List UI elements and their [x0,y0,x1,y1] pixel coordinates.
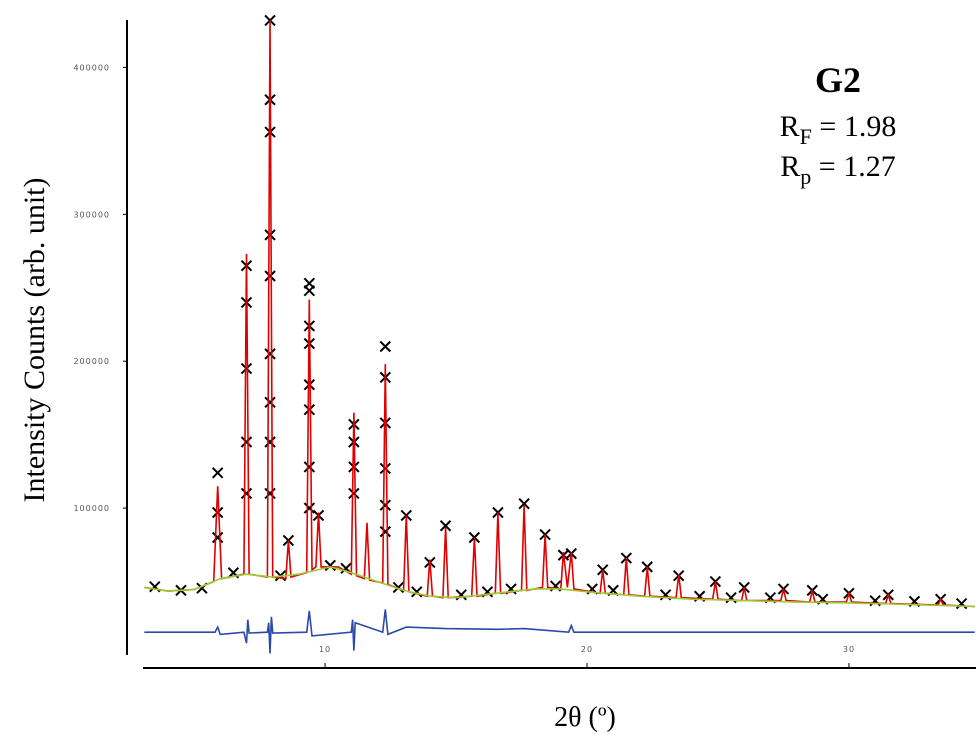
observed-point [264,229,276,241]
observed-point [348,461,360,473]
observed-point [264,348,276,360]
observed-point [955,597,968,610]
y-tick-label: 300000 [73,210,110,219]
x-tick-label: 20 [581,645,593,654]
stat-value: = 1.98 [812,110,896,143]
observed-point [264,396,276,409]
y-tick-label: 400000 [73,63,110,72]
stat-subscript: F [800,124,812,149]
observed-point [264,487,276,500]
observed-point [303,502,316,514]
stat-value: = 1.27 [811,150,895,183]
observed-point [264,436,276,448]
observed-point [303,379,316,391]
stat-subscript: p [800,164,811,189]
x-tick-label: 30 [843,645,855,654]
x-axis-label: 2θ (º) [554,702,616,733]
y-tick-label: 100000 [73,504,110,513]
observed-point [303,403,316,416]
x-tick-label: 10 [319,645,331,654]
observed-point [348,487,360,500]
stat-symbol: R [780,150,800,183]
observed-point [303,284,316,297]
stat-line: Rp = 1.27 [780,150,895,189]
series-line [144,20,975,608]
observed-point [379,462,392,475]
observed-point [725,592,737,604]
observed-point [379,525,392,538]
observed-point [392,581,405,594]
observed-point [303,461,316,473]
observed-point [211,467,224,479]
observed-point [379,499,392,511]
observed-point [439,520,452,532]
stat-symbol: R [780,110,800,143]
y-tick-label: 200000 [73,357,110,366]
observed-point [264,270,276,282]
observed-point [211,506,224,519]
series-line [144,609,975,654]
observed-point [518,497,530,510]
observed-point [211,531,224,544]
series-line [144,566,975,608]
observed-point [240,487,253,500]
stat-line: RF = 1.98 [780,110,897,149]
y-axis-label: Intensity Counts (arb. unit) [18,178,51,503]
observed-point [240,436,253,448]
observed-point [240,362,253,375]
annotation-title: G2 [815,60,861,100]
observed-point [324,559,337,572]
observed-point [379,340,392,353]
